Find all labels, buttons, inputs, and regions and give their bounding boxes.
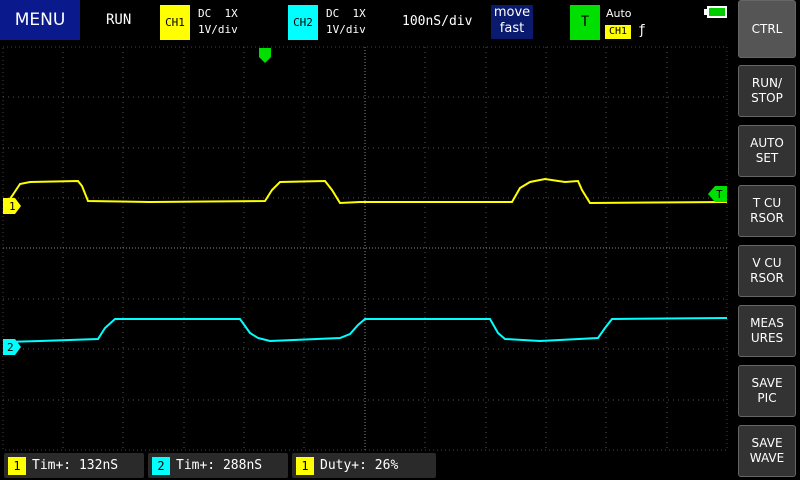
side-button[interactable]: T CU RSOR: [738, 185, 796, 237]
side-button-label: RSOR: [750, 271, 784, 285]
side-button[interactable]: CTRL: [738, 0, 796, 58]
move-mode-line: move: [493, 5, 531, 20]
side-button-label: SAVE: [751, 376, 783, 390]
trigger-source: CH1: [605, 25, 631, 39]
measurement-channel: 1: [296, 456, 314, 475]
measurement-text: Duty+: 26%: [320, 458, 399, 473]
trigger-badge[interactable]: T: [570, 5, 600, 40]
measurement-text: Tim+: 288nS: [176, 458, 263, 473]
side-button-label: MEAS: [750, 316, 784, 330]
side-button[interactable]: SAVE PIC: [738, 365, 796, 417]
battery: [704, 6, 727, 18]
side-button[interactable]: MEAS URES: [738, 305, 796, 357]
ch2-marker: 2: [7, 341, 14, 354]
menu-button[interactable]: MENU: [0, 0, 80, 40]
side-button-label: URES: [750, 331, 784, 345]
side-button[interactable]: SAVE WAVE: [738, 425, 796, 477]
ch2-badge[interactable]: CH2: [288, 5, 318, 40]
measurement: 1 Tim+: 132nS: [4, 453, 144, 478]
measurement-text: Tim+: 132nS: [32, 458, 119, 473]
measurement: 2 Tim+: 288nS: [148, 453, 288, 478]
ch1-scale: 1V/div: [198, 23, 238, 36]
ch2-scale: 1V/div: [326, 23, 366, 36]
side-button-label: RUN/: [751, 76, 783, 90]
ch1-coupling: DC 1X: [198, 7, 238, 20]
plot-area: 1 2 T: [2, 46, 728, 451]
run-state: RUN: [106, 12, 132, 28]
side-button-label: V CU: [752, 256, 782, 270]
side-button-label: SAVE: [751, 436, 783, 450]
side-button-label: STOP: [751, 91, 783, 105]
ch1-marker: 1: [9, 200, 16, 213]
side-button[interactable]: V CU RSOR: [738, 245, 796, 297]
side-button[interactable]: AUTO SET: [738, 125, 796, 177]
measurement: 1 Duty+: 26%: [292, 453, 436, 478]
side-button[interactable]: RUN/STOP: [738, 65, 796, 117]
timebase: 100nS/div: [402, 14, 473, 29]
ch1-badge[interactable]: CH1: [160, 5, 190, 40]
side-button-label: WAVE: [749, 451, 785, 465]
trigger-level-marker: T: [716, 188, 723, 201]
move-mode[interactable]: move fast: [491, 5, 533, 39]
menu-label: MENU: [14, 10, 66, 30]
trigger-edge: ƒ: [638, 23, 646, 38]
side-button-label: RSOR: [750, 211, 784, 225]
side-button-label: SET: [755, 151, 779, 165]
side-button-label: PIC: [757, 391, 777, 405]
side-button-label: CTRL: [751, 21, 783, 36]
side-button-label: AUTO: [750, 136, 784, 150]
move-mode-line: fast: [499, 21, 525, 36]
trigger-mode: Auto: [606, 7, 632, 20]
measurement-channel: 2: [152, 456, 170, 475]
measurement-channel: 1: [8, 456, 26, 475]
side-button-label: T CU: [752, 196, 782, 210]
ch2-coupling: DC 1X: [326, 7, 366, 20]
